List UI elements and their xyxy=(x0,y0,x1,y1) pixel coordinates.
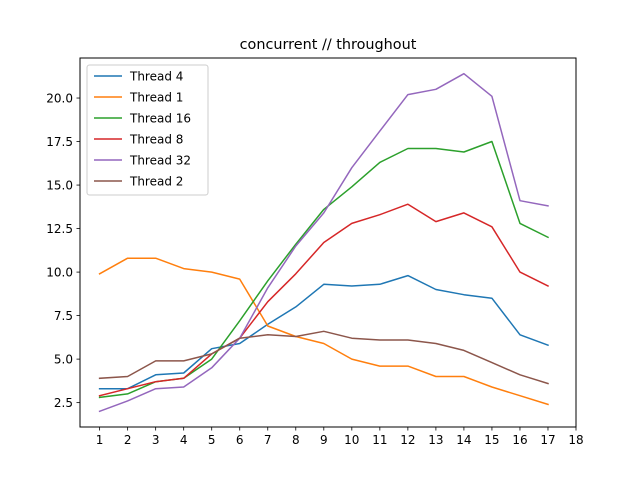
y-tick-label: 17.5 xyxy=(46,135,73,149)
x-tick-label: 1 xyxy=(96,433,104,447)
legend-label-5: Thread 2 xyxy=(129,175,183,189)
legend-label-4: Thread 32 xyxy=(129,154,191,168)
x-tick-label: 6 xyxy=(236,433,244,447)
x-tick-label: 12 xyxy=(400,433,415,447)
x-tick-label: 13 xyxy=(428,433,443,447)
x-tick-label: 3 xyxy=(152,433,160,447)
x-axis: 1 2 3 4 5 6 7 8 9 10 11 12 13 14 15 16 17 18 xyxy=(96,427,584,447)
series-line-4 xyxy=(98,72,549,413)
legend: Thread 4 Thread 1 Thread 16 Thread 8 Thread … xyxy=(86,64,209,196)
series-line-5 xyxy=(98,330,549,385)
y-tick-label: 15.0 xyxy=(46,178,73,192)
x-tick-label: 4 xyxy=(180,433,188,447)
y-tick-label: 5.0 xyxy=(54,352,73,366)
x-tick-label: 8 xyxy=(292,433,300,447)
x-tick-label: 16 xyxy=(512,433,527,447)
legend-label-3: Thread 8 xyxy=(129,133,183,147)
y-tick-label: 7.5 xyxy=(54,309,73,323)
series-line-3 xyxy=(98,203,550,397)
plot-frame xyxy=(79,57,577,428)
y-tick-label: 2.5 xyxy=(54,396,73,410)
y-axis: 2.5 5.0 7.5 10.0 12.5 15.0 17.5 20.0 xyxy=(46,91,80,410)
x-tick-label: 15 xyxy=(484,433,499,447)
series-line-0 xyxy=(98,274,549,390)
x-tick-label: 2 xyxy=(124,433,132,447)
x-tick-label: 10 xyxy=(344,433,359,447)
x-tick-label: 7 xyxy=(264,433,272,447)
y-tick-label: 20.0 xyxy=(46,91,73,105)
chart-title: concurrent // throughout xyxy=(240,37,417,53)
legend-label-2: Thread 16 xyxy=(129,112,191,126)
x-tick-label: 11 xyxy=(372,433,387,447)
x-tick-label: 14 xyxy=(456,433,471,447)
series-layer xyxy=(98,72,550,413)
y-tick-label: 12.5 xyxy=(46,222,73,236)
x-tick-label: 9 xyxy=(320,433,328,447)
x-tick-label: 18 xyxy=(568,433,583,447)
legend-label-0: Thread 4 xyxy=(129,70,183,84)
y-tick-label: 10.0 xyxy=(46,265,73,279)
x-tick-label: 5 xyxy=(208,433,216,447)
x-tick-label: 17 xyxy=(540,433,555,447)
series-line-1 xyxy=(98,257,549,406)
legend-label-1: Thread 1 xyxy=(129,91,183,105)
